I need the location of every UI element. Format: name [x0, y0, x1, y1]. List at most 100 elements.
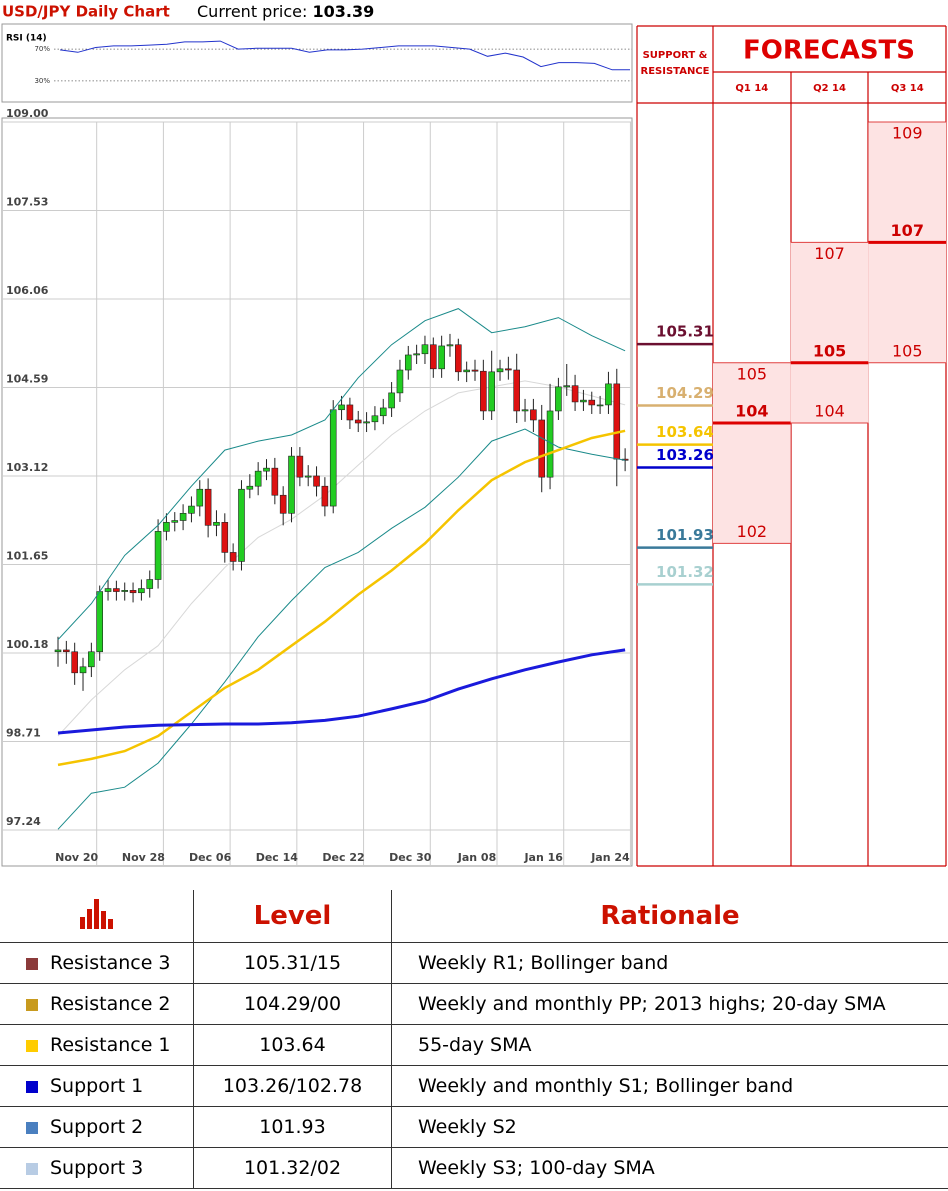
candle-body	[455, 344, 462, 373]
rationale-cell: Weekly S3; 100-day SMA	[391, 1147, 948, 1189]
candle-body	[413, 353, 420, 356]
forecast-high-label: 107	[814, 244, 845, 263]
candle-body	[246, 485, 254, 490]
level-label: 101.32	[656, 563, 714, 581]
rsi-frame	[1, 23, 633, 103]
y-tick-label: 100.18	[6, 638, 48, 651]
y-tick-label: 101.65	[6, 549, 48, 562]
rationale-cell: Weekly and monthly S1; Bollinger band	[391, 1065, 948, 1107]
name-cell: Support 3	[0, 1147, 194, 1189]
y-tick-label: 107.53	[6, 195, 48, 208]
forecast-title: FORECASTS	[743, 36, 915, 66]
candle-body	[96, 591, 103, 653]
candle-body	[396, 369, 404, 394]
candle-body	[338, 404, 345, 411]
row-name: Support 3	[50, 1157, 144, 1179]
candle-body	[288, 455, 295, 514]
x-tick-label: Nov 28	[122, 851, 165, 864]
candle-body	[596, 404, 604, 407]
candle-body	[154, 531, 162, 580]
price-label: Current price:	[197, 2, 307, 21]
candle-body	[321, 485, 329, 507]
candle-body	[371, 415, 379, 423]
forecast-target-label: 105	[813, 341, 846, 360]
level-cell: 101.93	[193, 1106, 392, 1148]
price: 103.39	[312, 2, 374, 21]
sma-20	[57, 380, 626, 737]
candle-body	[296, 455, 304, 478]
name-cell: Resistance 3	[0, 942, 194, 984]
rationale-cell: Weekly S2	[391, 1106, 948, 1148]
candle-body	[438, 345, 445, 370]
candle-body	[513, 369, 521, 412]
x-tick-label: Jan 16	[523, 851, 563, 864]
y-tick-label: 98.71	[6, 726, 41, 739]
quarter-label: Q2 14	[813, 83, 846, 94]
y-tick-label: 104.59	[6, 372, 48, 385]
bar-icon	[79, 898, 113, 929]
candle-body	[538, 419, 546, 478]
swatch	[26, 1080, 38, 1093]
row-name: Resistance 2	[50, 993, 171, 1015]
sma-55	[57, 429, 626, 767]
forecast-range	[713, 362, 791, 544]
swatch	[26, 998, 38, 1011]
candle-body	[121, 590, 129, 592]
candle-body	[63, 649, 70, 653]
forecast-target-label: 107	[891, 221, 924, 240]
levels-table: Level Rationale Resistance 3 105.31/15 Wee…	[0, 890, 948, 1189]
candle-body	[404, 354, 412, 371]
forecast-low-label: 102	[737, 522, 768, 541]
candle-body	[354, 419, 362, 424]
candle-body	[129, 590, 137, 594]
swatch	[26, 1162, 38, 1175]
candle-body	[505, 368, 512, 371]
candle-body	[263, 467, 270, 472]
candle-body	[346, 404, 354, 421]
candle-body	[71, 651, 78, 674]
candle-body	[530, 409, 537, 421]
name-cell: Resistance 2	[0, 983, 194, 1025]
level-header: Level	[193, 890, 392, 943]
candle-body	[521, 409, 529, 412]
candle-body	[580, 399, 587, 403]
sma-100	[57, 648, 626, 735]
table-row: Support 2 101.93 Weekly S2	[0, 1106, 948, 1148]
name-cell: Resistance 1	[0, 1024, 194, 1066]
level-cell: 101.32/02	[193, 1147, 392, 1189]
candle-body	[571, 385, 579, 403]
table-row: Resistance 3 105.31/15 Weekly R1; Bollinge…	[0, 942, 948, 984]
swatch	[26, 1039, 38, 1052]
level-label: 101.93	[656, 526, 714, 544]
candle-body	[488, 371, 495, 412]
icon-cell	[0, 890, 194, 943]
forecast-range	[790, 242, 869, 423]
name-cell: Support 2	[0, 1106, 194, 1148]
rationale-cell: Weekly R1; Bollinger band	[391, 942, 948, 984]
bollinger-upper	[57, 308, 626, 641]
quarter-label: Q1 14	[735, 83, 768, 94]
row-name: Resistance 3	[50, 952, 171, 974]
level-cell: 103.64	[193, 1024, 392, 1066]
price-text: Current price: 103.39	[197, 2, 374, 21]
level-cell: 104.29/00	[193, 983, 392, 1025]
candle-body	[188, 505, 195, 514]
y-tick-label: 103.12	[6, 461, 48, 474]
candle-body	[113, 588, 120, 592]
x-tick-label: Jan 24	[590, 851, 630, 864]
forecast-high-label: 109	[892, 124, 923, 143]
candle-body	[271, 467, 279, 496]
candle-body	[605, 383, 612, 406]
x-tick-label: Jan 08	[457, 851, 496, 864]
candle-body	[213, 522, 220, 526]
main-frame	[1, 117, 633, 867]
table-row: Support 3 101.32/02 Weekly S3; 100-day SMA	[0, 1147, 948, 1189]
level-label: 105.31	[656, 323, 714, 341]
candle-body	[329, 409, 337, 507]
level-cell: 103.26/102.78	[193, 1065, 392, 1107]
chart-area: USD/JPY Daily Chart Current price: 103.3…	[1, 2, 947, 867]
rationale-cell: 55-day SMA	[391, 1024, 948, 1066]
y-tick-label: 109.00	[6, 107, 49, 120]
level-cell: 105.31/15	[193, 942, 392, 984]
